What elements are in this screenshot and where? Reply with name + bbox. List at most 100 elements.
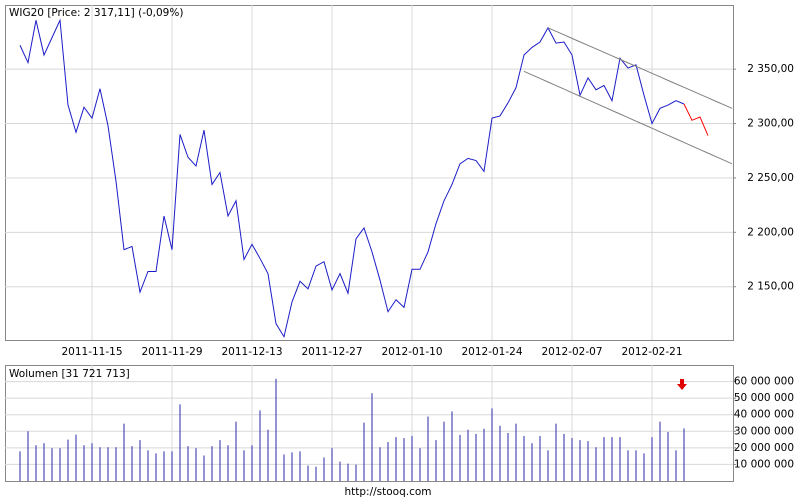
volume-bar [635, 450, 637, 481]
volume-bar [139, 440, 141, 481]
volume-bar [411, 435, 413, 481]
volume-bar [35, 445, 37, 481]
volume-bar [275, 378, 277, 481]
volume-bar [51, 448, 53, 481]
price-line [19, 18, 685, 339]
x-tick-label: 2012-02-07 [541, 346, 602, 358]
volume-bar [595, 447, 597, 481]
volume-bar [659, 421, 661, 481]
x-tick-label: 2012-01-24 [461, 346, 522, 358]
volume-bar [147, 450, 149, 481]
y-tick-label: 10 000 000 [734, 458, 794, 470]
volume-bar [187, 446, 189, 481]
volume-bar [483, 428, 485, 481]
volume-bar [651, 437, 653, 481]
x-tick-label: 2011-11-15 [61, 346, 122, 358]
volume-bar [283, 454, 285, 481]
volume-bar [371, 393, 373, 481]
volume-bar [315, 466, 317, 481]
volume-bar [603, 437, 605, 481]
volume-bar [523, 435, 525, 481]
volume-bar [619, 437, 621, 481]
volume-bar [179, 404, 181, 481]
x-tick-label: 2012-02-21 [621, 346, 682, 358]
volume-bar [299, 451, 301, 481]
volume-bar [59, 448, 61, 481]
volume-bar [83, 445, 85, 481]
y-tick-label: 40 000 000 [734, 409, 794, 421]
y-tick-label: 2 300,00 [747, 118, 794, 130]
volume-bar [667, 431, 669, 481]
volume-bar [363, 422, 365, 481]
volume-bar [291, 452, 293, 481]
volume-bar [459, 434, 461, 481]
y-tick-label: 2 250,00 [747, 172, 794, 184]
volume-bar [323, 457, 325, 481]
volume-bar [515, 423, 517, 481]
volume-bar [683, 428, 685, 481]
volume-bar [555, 423, 557, 481]
volume-bar [403, 438, 405, 481]
marks-layer [19, 18, 733, 481]
x-tick-label: 2012-01-10 [381, 346, 442, 358]
volume-bar [227, 445, 229, 481]
price-panel [5, 5, 734, 341]
down-arrow-icon [677, 379, 687, 390]
volume-bar [435, 440, 437, 481]
volume-bar [531, 443, 533, 481]
volume-bar [387, 442, 389, 481]
volume-bar [539, 435, 541, 481]
volume-bar [395, 437, 397, 481]
volume-bar [171, 451, 173, 481]
y-tick-label: 2 150,00 [747, 281, 794, 293]
volume-bar [99, 447, 101, 481]
volume-bar [27, 431, 29, 481]
volume-bar [75, 434, 77, 481]
volume-bar [627, 450, 629, 481]
volume-bar [267, 429, 269, 481]
y-tick-label: 60 000 000 [734, 376, 794, 388]
volume-bar [195, 448, 197, 481]
volume-bar [467, 429, 469, 481]
y-tick-label: 2 350,00 [747, 63, 794, 75]
price-line [523, 70, 733, 165]
y-tick-label: 30 000 000 [734, 425, 794, 437]
volume-bar [243, 450, 245, 481]
volume-bar [547, 450, 549, 481]
x-tick-label: 2011-11-29 [141, 346, 202, 358]
volume-bar [67, 439, 69, 481]
volume-bar [163, 451, 165, 481]
x-tick-label: 2011-12-27 [301, 346, 362, 358]
y-tick-label: 20 000 000 [734, 442, 794, 454]
volume-bar [355, 464, 357, 481]
volume-bar [43, 443, 45, 481]
volume-bar [475, 433, 477, 481]
x-tick-label: 2011-12-13 [221, 346, 282, 358]
volume-bar [563, 433, 565, 481]
volume-bar [587, 441, 589, 481]
volume-bar [643, 453, 645, 481]
volume-bar [91, 443, 93, 481]
volume-bar [219, 440, 221, 481]
volume-bar [443, 421, 445, 481]
volume-bar [507, 432, 509, 481]
volume-bar [211, 446, 213, 481]
footer-link: http://stooq.com [344, 486, 431, 498]
volume-bar [611, 437, 613, 481]
volume-bar [155, 453, 157, 481]
volume-bar [491, 408, 493, 481]
volume-bar [107, 447, 109, 481]
price-line [547, 27, 733, 109]
volume-bar [251, 445, 253, 481]
volume-bar [339, 461, 341, 481]
volume-bar [379, 447, 381, 481]
volume-title: Wolumen [31 721 713] [9, 368, 130, 380]
volume-bar [347, 463, 349, 481]
volume-bar [451, 411, 453, 481]
price-line [683, 103, 709, 136]
volume-bar [131, 446, 133, 481]
price-title: WIG20 [Price: 2 317,11] (-0,09%) [9, 7, 183, 19]
volume-bar [307, 465, 309, 481]
